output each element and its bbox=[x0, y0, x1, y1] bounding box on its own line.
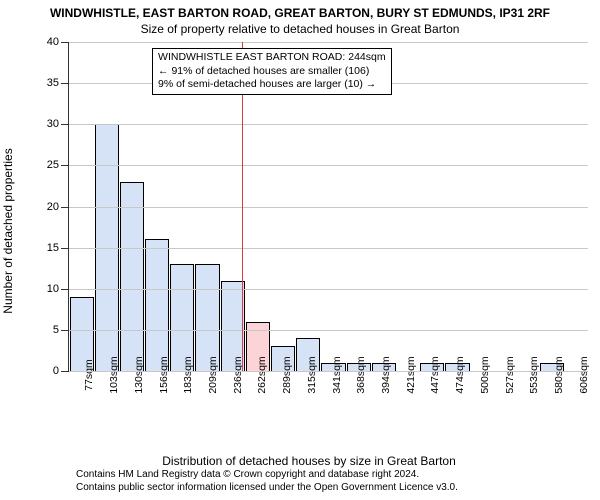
y-tick-label: 5 bbox=[53, 324, 59, 336]
y-tick-label: 10 bbox=[47, 283, 59, 295]
chart-title-sub: Size of property relative to detached ho… bbox=[0, 20, 600, 36]
y-tick bbox=[61, 371, 69, 372]
x-tick-label: 209sqm bbox=[205, 356, 219, 393]
histogram-bar bbox=[145, 239, 169, 371]
y-tick-label: 0 bbox=[53, 365, 59, 377]
annotation-line: 9% of semi-detached houses are larger (1… bbox=[158, 78, 386, 92]
x-tick-label: 527sqm bbox=[502, 356, 516, 393]
chart-title-main: WINDWHISTLE, EAST BARTON ROAD, GREAT BAR… bbox=[0, 0, 600, 20]
y-tick-label: 35 bbox=[47, 77, 59, 89]
gridline-horizontal bbox=[69, 165, 588, 166]
gridline-horizontal bbox=[69, 371, 588, 372]
y-tick-label: 15 bbox=[47, 242, 59, 254]
y-tick-label: 40 bbox=[47, 36, 59, 48]
x-tick-label: 77sqm bbox=[81, 359, 95, 391]
x-tick-label: 580sqm bbox=[551, 356, 565, 393]
gridline-horizontal bbox=[69, 207, 588, 208]
annotation-box: WINDWHISTLE EAST BARTON ROAD: 244sqm← 91… bbox=[152, 48, 392, 95]
y-tick bbox=[61, 330, 69, 331]
x-tick-label: 606sqm bbox=[576, 356, 590, 393]
x-axis-label: Distribution of detached houses by size … bbox=[30, 454, 588, 468]
x-tick-label: 130sqm bbox=[131, 356, 145, 393]
gridline-horizontal bbox=[69, 289, 588, 290]
x-tick-label: 289sqm bbox=[279, 356, 293, 393]
y-tick bbox=[61, 248, 69, 249]
chart-container: Number of detached properties 77sqm103sq… bbox=[30, 42, 588, 420]
x-tick-label: 500sqm bbox=[477, 356, 491, 393]
y-tick bbox=[61, 165, 69, 166]
y-tick-label: 25 bbox=[47, 159, 59, 171]
footer-line-1: Contains HM Land Registry data © Crown c… bbox=[76, 468, 458, 481]
gridline-horizontal bbox=[69, 124, 588, 125]
y-tick bbox=[61, 207, 69, 208]
x-tick-label: 474sqm bbox=[452, 356, 466, 393]
x-tick-label: 368sqm bbox=[353, 356, 367, 393]
x-tick-label: 103sqm bbox=[106, 356, 120, 393]
y-tick bbox=[61, 124, 69, 125]
histogram-bar bbox=[120, 182, 144, 371]
attribution-footer: Contains HM Land Registry data © Crown c… bbox=[76, 468, 458, 494]
plot-area: 77sqm103sqm130sqm156sqm183sqm209sqm236sq… bbox=[68, 42, 588, 372]
x-tick-label: 553sqm bbox=[526, 356, 540, 393]
histogram-bar bbox=[195, 264, 219, 371]
footer-line-2: Contains public sector information licen… bbox=[76, 481, 458, 494]
gridline-horizontal bbox=[69, 248, 588, 249]
y-tick bbox=[61, 83, 69, 84]
y-tick-label: 20 bbox=[47, 201, 59, 213]
x-tick-label: 421sqm bbox=[403, 356, 417, 393]
y-tick bbox=[61, 289, 69, 290]
y-axis-label: Number of detached properties bbox=[1, 148, 15, 313]
y-tick-label: 30 bbox=[47, 118, 59, 130]
x-tick-label: 447sqm bbox=[427, 356, 441, 393]
x-tick-label: 394sqm bbox=[378, 356, 392, 393]
x-tick-label: 262sqm bbox=[254, 356, 268, 393]
gridline-horizontal bbox=[69, 330, 588, 331]
gridline-horizontal bbox=[69, 42, 588, 43]
x-tick-label: 156sqm bbox=[156, 356, 170, 393]
x-tick-label: 183sqm bbox=[180, 356, 194, 393]
x-tick-label: 341sqm bbox=[329, 356, 343, 393]
x-tick-label: 315sqm bbox=[304, 356, 318, 393]
annotation-line: WINDWHISTLE EAST BARTON ROAD: 244sqm bbox=[158, 51, 386, 65]
histogram-bar bbox=[170, 264, 194, 371]
annotation-line: ← 91% of detached houses are smaller (10… bbox=[158, 65, 386, 79]
y-tick bbox=[61, 42, 69, 43]
